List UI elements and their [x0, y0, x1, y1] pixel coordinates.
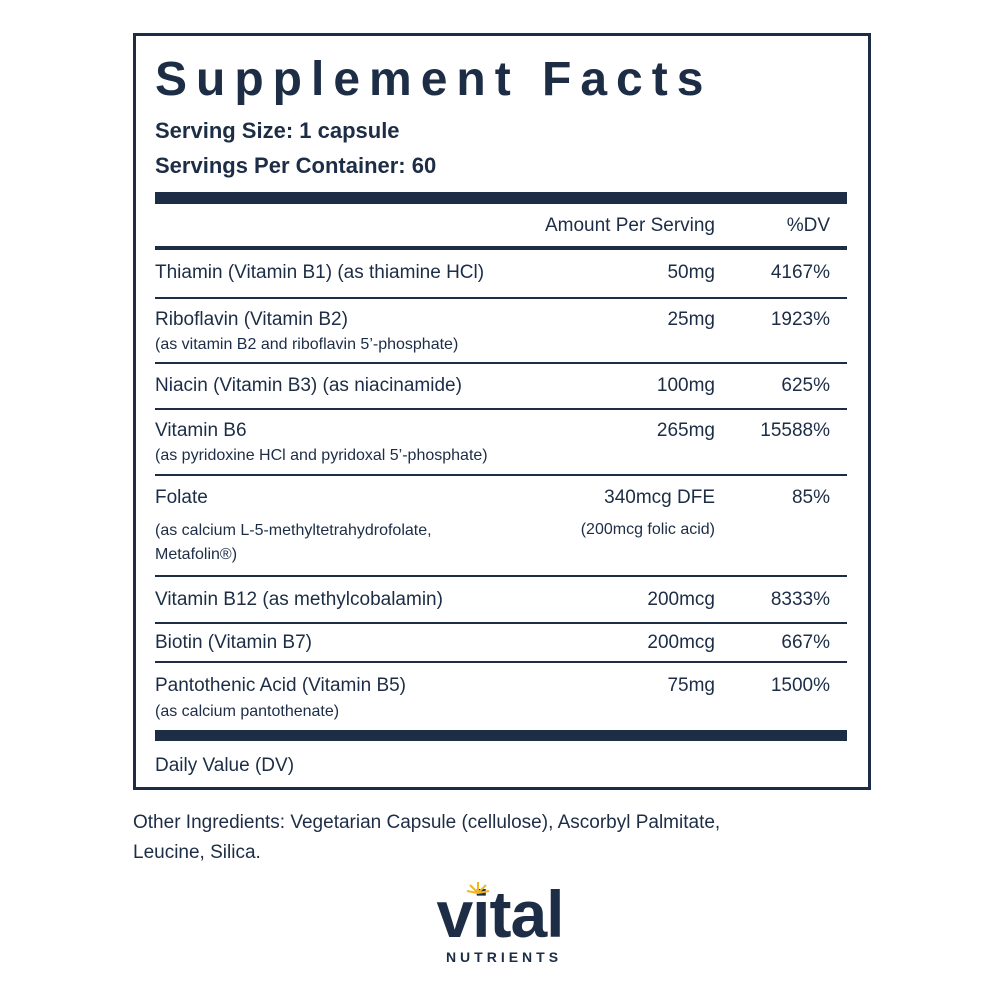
daily-value: 667% [781, 632, 830, 653]
nutrient-detail: (as calcium pantothenate) [155, 703, 340, 720]
other-ingredients: Other Ingredients: Vegetarian Capsule (c… [133, 812, 721, 863]
nutrient-name: Vitamin B6 [155, 420, 247, 441]
amount: 100mg [656, 375, 715, 396]
nutrient-name: Biotin (Vitamin B7) [155, 632, 312, 653]
daily-value: 1923% [770, 309, 830, 330]
logo-sun [466, 882, 490, 894]
row-rule [155, 575, 847, 577]
logo-tagline: NUTRIENTS [445, 949, 563, 965]
daily-value: 15588% [760, 420, 830, 441]
amount: 200mcg [647, 589, 715, 610]
nutrient-detail: (as vitamin B2 and riboflavin 5’-phospha… [155, 336, 459, 353]
nutrient-name: Niacin (Vitamin B3) (as niacinamide) [155, 375, 462, 396]
rule [155, 246, 847, 250]
row-rule [155, 408, 847, 410]
row-rule [155, 297, 847, 299]
daily-value: 85% [791, 487, 830, 508]
nutrient-name: Vitamin B12 (as methylcobalamin) [155, 589, 443, 610]
column-header: %DV [786, 215, 830, 236]
nutrient-name: Riboflavin (Vitamin B2) [155, 309, 348, 330]
amount: 265mg [656, 420, 715, 441]
serving-size: Serving Size: 1 capsule [155, 118, 400, 143]
amount: 340mcg DFE [604, 487, 715, 508]
nutrient-detail: Metafolin®) [155, 546, 238, 563]
nutrient-detail: (as pyridoxine HCl and pyridoxal 5’-phos… [155, 447, 488, 464]
column-header: Amount Per Serving [544, 215, 715, 236]
footnote: Daily Value (DV) [155, 755, 295, 776]
thick-rule [155, 192, 847, 204]
daily-value: 1500% [770, 675, 830, 696]
nutrient-name: Pantothenic Acid (Vitamin B5) [155, 675, 407, 696]
row-rule [155, 474, 847, 476]
nutrient-name: Thiamin (Vitamin B1) (as thiamine HCl) [155, 262, 485, 283]
daily-value: 4167% [770, 262, 830, 283]
amount: 25mg [667, 309, 715, 330]
thick-rule [155, 730, 847, 741]
nutrient-detail: (as calcium L-5-methyltetrahydrofolate, [155, 522, 432, 539]
servings-per-container: Servings Per Container: 60 [155, 153, 437, 178]
amount: 50mg [667, 262, 715, 283]
nutrient-name: Folate [155, 487, 208, 508]
amount-detail: (200mcg folic acid) [580, 521, 715, 538]
logo-name: vital [436, 877, 564, 951]
row-rule [155, 362, 847, 364]
daily-value: 625% [781, 375, 830, 396]
row-rule [155, 661, 847, 663]
title: Supplement Facts [155, 53, 713, 106]
amount: 200mcg [647, 632, 715, 653]
amount: 75mg [667, 675, 715, 696]
daily-value: 8333% [770, 589, 830, 610]
facts-box [133, 33, 871, 790]
row-rule [155, 622, 847, 624]
